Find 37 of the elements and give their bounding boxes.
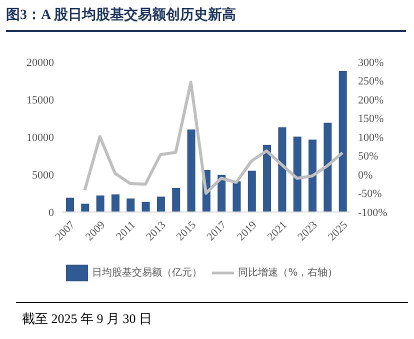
y-tick-label: 15000	[26, 94, 54, 106]
y2-tick-label: 150%	[358, 113, 384, 126]
legend-label: 同比增速（%，右轴）	[238, 268, 338, 279]
y2-tick-label: 250%	[358, 76, 384, 88]
bar	[156, 196, 165, 212]
y2-tick-label: 0%	[358, 169, 373, 182]
bar	[66, 198, 74, 212]
bar	[293, 136, 302, 212]
y-tick-label: 20000	[26, 56, 54, 69]
bar	[232, 181, 241, 212]
bar	[263, 144, 272, 212]
bar	[111, 194, 120, 212]
y2-tick-label: -50%	[358, 188, 382, 200]
y2-tick-label: 50%	[358, 150, 378, 163]
y-tick-label: 10000	[26, 132, 54, 144]
bar	[142, 202, 150, 212]
bar	[308, 140, 317, 212]
bar	[96, 196, 104, 212]
bar	[248, 170, 256, 212]
y2-tick-label: 300%	[358, 56, 384, 69]
y-tick-label: 0	[48, 206, 54, 219]
y-tick-label: 5000	[32, 169, 54, 182]
legend-label: 日均股基交易额（亿元）	[92, 268, 202, 279]
bar	[187, 130, 196, 212]
text: 截至 2025 年 9 月 30 日	[22, 310, 152, 328]
bar	[324, 122, 332, 212]
line-series	[83, 80, 344, 195]
x-tick-label: 2011	[114, 219, 138, 243]
bar	[278, 127, 286, 212]
bar	[126, 198, 135, 212]
y2-tick-label: 200%	[358, 94, 384, 106]
bar	[81, 204, 90, 212]
chart-title: 图3：A 股日均股基交易额创历史新高	[6, 6, 236, 24]
y2-tick-label: -100%	[358, 206, 388, 219]
bar	[338, 71, 347, 212]
y2-tick-label: 100%	[358, 132, 384, 144]
bar	[172, 188, 180, 212]
